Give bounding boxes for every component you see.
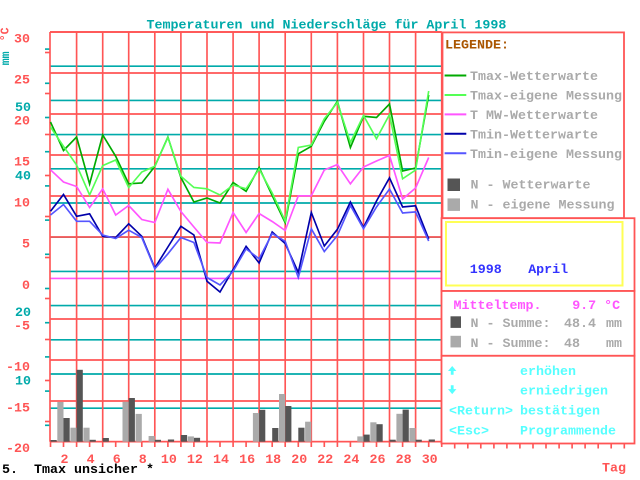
svg-text:LEGENDE:: LEGENDE: <box>445 39 509 54</box>
svg-text:5. Tmax unsicher *: 5. Tmax unsicher * <box>2 463 154 478</box>
svg-text:20: 20 <box>15 306 31 321</box>
svg-text:mm: mm <box>0 51 13 65</box>
svg-text:Programmende: Programmende <box>520 424 616 439</box>
svg-text:20: 20 <box>14 115 30 130</box>
svg-text:10: 10 <box>14 197 30 212</box>
svg-text:Tmax-eigene Messung: Tmax-eigene Messung <box>470 90 622 105</box>
svg-text:<Esc>: <Esc> <box>449 424 489 439</box>
svg-text:16: 16 <box>239 453 255 468</box>
svg-text:2: 2 <box>61 453 69 468</box>
svg-text:25: 25 <box>14 74 30 89</box>
svg-text:<Return>: <Return> <box>449 405 513 420</box>
svg-text:-10: -10 <box>6 361 30 376</box>
svg-text:N - eigene Messung: N - eigene Messung <box>471 199 615 214</box>
svg-text:9.7 °C: 9.7 °C <box>572 299 620 314</box>
svg-text:N - Summe:: N - Summe: <box>471 337 551 352</box>
svg-text:mm: mm <box>606 317 622 332</box>
svg-text:8: 8 <box>139 453 147 468</box>
svg-text:1998: 1998 <box>470 263 502 278</box>
svg-text:24: 24 <box>343 453 359 468</box>
svg-text:22: 22 <box>317 453 333 468</box>
svg-text:5: 5 <box>22 238 30 253</box>
svg-text:4: 4 <box>87 453 95 468</box>
svg-text:erniedrigen: erniedrigen <box>520 385 608 400</box>
svg-text:°C: °C <box>0 27 13 41</box>
svg-text:-5: -5 <box>14 320 30 335</box>
svg-text:Mitteltemp.: Mitteltemp. <box>454 299 542 314</box>
svg-text:-20: -20 <box>6 442 30 457</box>
svg-text:20: 20 <box>291 453 307 468</box>
svg-text:10: 10 <box>15 375 31 390</box>
svg-text:15: 15 <box>14 156 30 171</box>
svg-text:April: April <box>528 263 568 278</box>
svg-text:28: 28 <box>396 453 412 468</box>
svg-text:-15: -15 <box>6 402 30 417</box>
svg-text:30: 30 <box>14 33 30 48</box>
svg-text:N - Wetterwarte: N - Wetterwarte <box>471 179 591 194</box>
svg-text:6: 6 <box>113 453 121 468</box>
svg-text:48: 48 <box>564 337 580 352</box>
svg-text:10: 10 <box>161 453 177 468</box>
svg-text:N - Summe:: N - Summe: <box>471 317 551 332</box>
svg-text:T MW-Wetterwarte: T MW-Wetterwarte <box>470 109 598 124</box>
svg-text:50: 50 <box>15 101 31 116</box>
svg-text:14: 14 <box>213 453 229 468</box>
svg-text:mm: mm <box>606 337 622 352</box>
svg-text:Tmax-Wetterwarte: Tmax-Wetterwarte <box>470 70 598 85</box>
svg-text:48.4: 48.4 <box>564 317 596 332</box>
svg-text:12: 12 <box>187 453 203 468</box>
svg-text:30: 30 <box>422 453 438 468</box>
svg-text:26: 26 <box>370 453 386 468</box>
svg-text:erhöhen: erhöhen <box>520 365 576 380</box>
svg-text:Temperaturen und Niederschläge: Temperaturen und Niederschläge für April… <box>147 19 507 34</box>
svg-text:Tmin-Wetterwarte: Tmin-Wetterwarte <box>470 128 598 143</box>
svg-text:40: 40 <box>15 169 31 184</box>
svg-text:bestätigen: bestätigen <box>520 405 600 420</box>
svg-text:0: 0 <box>22 279 30 294</box>
svg-text:18: 18 <box>265 453 281 468</box>
svg-text:Tmin-eigene Messung: Tmin-eigene Messung <box>470 148 622 163</box>
svg-text:Tag: Tag <box>602 462 626 477</box>
